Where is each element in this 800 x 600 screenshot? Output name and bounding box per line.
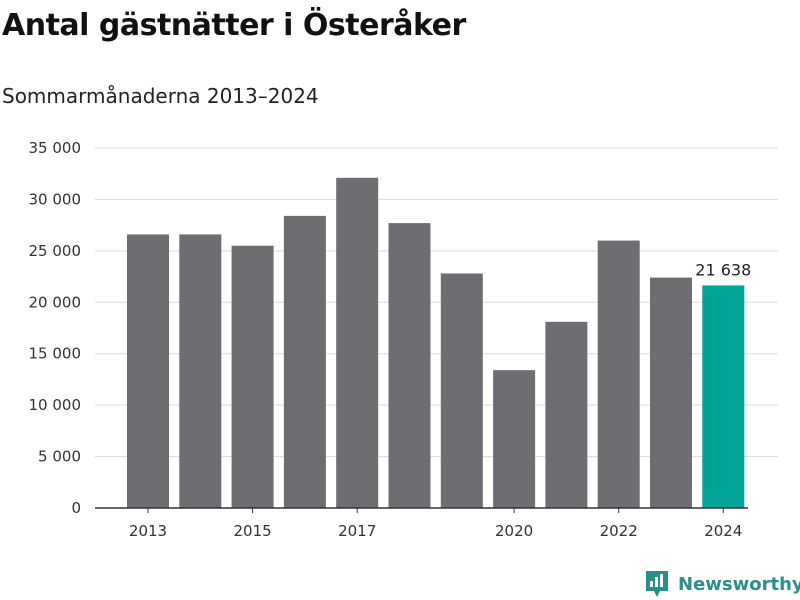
brand-name: Newsworthy [678,573,800,595]
brand-logo: Newsworthy [644,569,800,599]
y-tick-label: 5 000 [38,448,81,466]
x-tick-label: 2013 [129,522,167,540]
chart-title: Antal gästnätter i Österåker [2,8,466,43]
bar-2015 [231,245,274,508]
newsworthy-logo-icon [646,571,668,597]
bar-2016 [283,215,326,508]
bar-2021 [545,321,588,508]
y-tick-label: 35 000 [29,139,82,157]
y-tick-label: 15 000 [29,345,82,363]
bar-2022 [597,240,640,509]
bar-2018 [388,223,431,509]
bar-2019 [440,273,483,508]
chart-subtitle: Sommarmånaderna 2013–2024 [2,84,319,108]
bars [127,177,745,509]
y-tick-label: 10 000 [29,396,82,414]
bar-2017 [336,177,379,509]
x-tick-label: 2020 [495,522,533,540]
data-label: 21 638 [695,260,751,279]
axes [95,507,748,513]
x-tick-label: 2024 [704,522,742,540]
y-tick-label: 30 000 [29,190,82,208]
y-tick-label: 20 000 [29,293,82,311]
x-tick-label: 2022 [600,522,638,540]
bar-2020 [493,370,536,508]
x-tick-label: 2015 [234,522,272,540]
bar-2024 [702,285,745,508]
bar-2013 [127,234,169,508]
bar-2023 [650,277,692,508]
y-tick-label: 0 [71,499,81,517]
labels: 0 5 000 10 000 15 000 20 000 25 000 30 000 35 0… [29,139,752,540]
bar-2014 [179,234,222,508]
y-tick-label: 25 000 [29,242,82,260]
x-tick-label: 2017 [338,522,376,540]
